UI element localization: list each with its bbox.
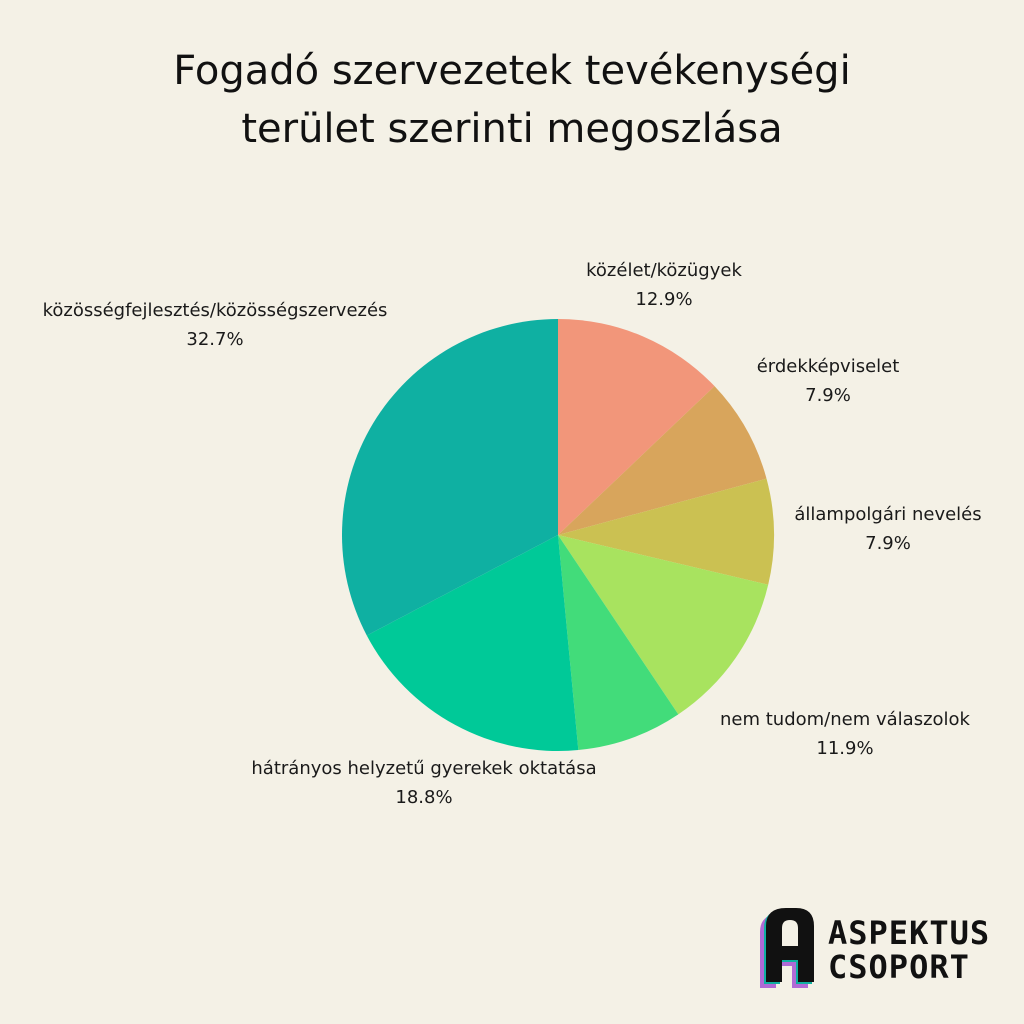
slice-value-0: 12.9%: [635, 289, 693, 310]
logo-line-1: ASPEKTUS: [828, 914, 991, 952]
chart-title-line-2: terület szerinti megoszlása: [241, 106, 783, 152]
slice-name-5: hátrányos helyzetű gyerekek oktatása: [251, 758, 597, 779]
logo-wordmark: ASPEKTUS CSOPORT: [828, 916, 990, 984]
aspektus-csoport-logo: ASPEKTUS CSOPORT: [752, 902, 1000, 998]
pie-slice-0: [558, 319, 715, 535]
slice-label-0: közélet/közügyek 12.9%: [586, 256, 742, 314]
pie-slice-6: [342, 319, 558, 636]
pie-slice-4: [558, 535, 679, 751]
slice-name-6: közösségfejlesztés/közösségszervezés: [42, 300, 388, 321]
slice-label-5: hátrányos helyzetű gyerekek oktatása 18.8…: [251, 754, 596, 812]
chart-title-line-1: Fogadó szervezetek tevékenységi: [173, 48, 851, 94]
pie-slice-1: [558, 386, 767, 535]
slice-value-2: 7.9%: [865, 533, 911, 554]
slice-value-5: 18.8%: [395, 787, 453, 808]
slice-label-3: nem tudom/nem válaszolok 11.9%: [720, 705, 970, 763]
logo-line-2: CSOPORT: [828, 948, 970, 986]
slice-name-1: érdekképviselet: [756, 356, 900, 377]
slice-name-0: közélet/közügyek: [586, 260, 742, 281]
slice-value-1: 7.9%: [805, 385, 851, 406]
aspektus-logo-mark: [760, 908, 814, 988]
slice-name-2: állampolgári nevelés: [794, 504, 982, 525]
slice-label-1: érdekképviselet 7.9%: [757, 352, 900, 410]
slice-value-3: 11.9%: [816, 738, 874, 759]
slice-value-6: 32.7%: [186, 329, 244, 350]
pie-slice-2: [558, 478, 774, 585]
slice-label-6: közösségfejlesztés/közösségszervezés 32.7…: [43, 296, 388, 354]
pie-slice-3: [558, 535, 769, 715]
slice-name-3: nem tudom/nem válaszolok: [720, 709, 970, 730]
pie-slice-5: [366, 535, 579, 751]
chart-title: Fogadó szervezetek tevékenységi terület …: [0, 42, 1024, 158]
slice-label-2: állampolgári nevelés 7.9%: [794, 500, 981, 558]
